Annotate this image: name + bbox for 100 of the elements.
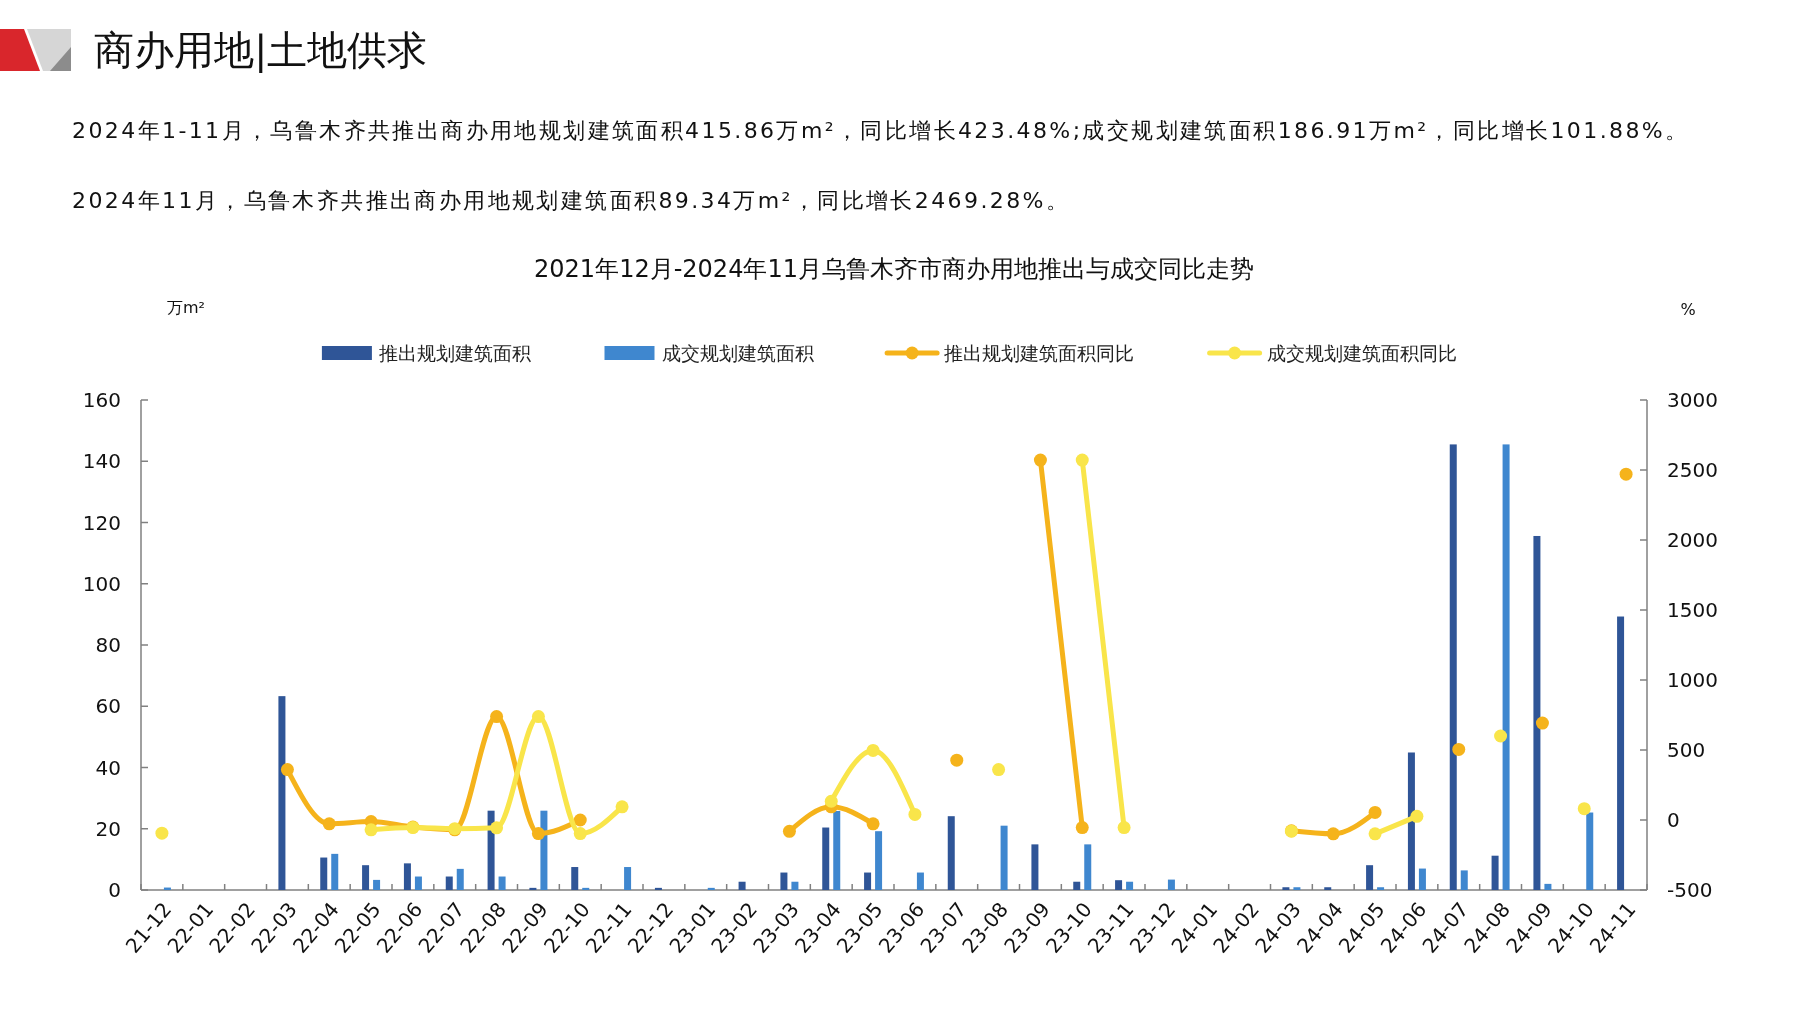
point bbox=[615, 800, 629, 814]
bar bbox=[1491, 855, 1499, 890]
bar bbox=[916, 872, 924, 890]
legend-label: 成交规划建筑面积同比 bbox=[1266, 342, 1457, 364]
bar bbox=[1126, 881, 1134, 890]
point bbox=[1452, 742, 1466, 756]
text: 2024年11月，乌鲁木齐共推出商办用地规划建筑面积89.34万m²，同比增长2469.28%。 bbox=[72, 187, 1072, 215]
bar bbox=[362, 865, 370, 890]
bar bbox=[791, 881, 799, 890]
y2-tick-label: 2000 bbox=[1667, 528, 1718, 552]
point bbox=[1117, 821, 1131, 835]
bar bbox=[1293, 887, 1301, 890]
point bbox=[155, 826, 169, 840]
point bbox=[1326, 827, 1340, 841]
y-tick-label: 0 bbox=[108, 878, 121, 902]
bar bbox=[654, 887, 662, 890]
bar bbox=[1324, 887, 1332, 890]
point bbox=[950, 753, 964, 767]
bar bbox=[373, 879, 381, 890]
bar bbox=[1533, 535, 1541, 890]
y2-tick-label: 3000 bbox=[1667, 388, 1718, 412]
bar bbox=[780, 872, 788, 890]
point bbox=[1075, 453, 1089, 467]
point bbox=[1075, 821, 1089, 835]
bar bbox=[1377, 887, 1385, 890]
bar bbox=[833, 810, 841, 890]
bar bbox=[540, 810, 548, 890]
bar bbox=[456, 868, 464, 890]
bar bbox=[1460, 870, 1468, 890]
bar bbox=[1586, 812, 1594, 890]
y2-tick-label: 1000 bbox=[1667, 668, 1718, 692]
text: 商办用地|土地供求 bbox=[94, 27, 428, 73]
legend-label: 推出规划建筑面积同比 bbox=[944, 342, 1135, 364]
point bbox=[1577, 802, 1591, 816]
bar bbox=[582, 887, 590, 890]
point bbox=[992, 763, 1006, 777]
legend-label: 推出规划建筑面积 bbox=[378, 342, 531, 364]
point bbox=[531, 827, 545, 841]
legend-label: 成交规划建筑面积 bbox=[661, 342, 814, 364]
bar bbox=[875, 831, 883, 890]
bar bbox=[864, 872, 872, 890]
bar bbox=[707, 887, 715, 890]
y2-tick-label: 500 bbox=[1667, 738, 1706, 762]
bar bbox=[1407, 752, 1415, 890]
point bbox=[490, 821, 504, 835]
point bbox=[824, 794, 838, 808]
bar bbox=[278, 696, 286, 890]
y-tick-label: 40 bbox=[95, 755, 121, 780]
bar bbox=[403, 863, 411, 890]
y-tick-label: 60 bbox=[95, 694, 121, 719]
point bbox=[364, 823, 378, 837]
y-tick-label: 80 bbox=[95, 633, 121, 657]
bar bbox=[1502, 444, 1510, 890]
point bbox=[322, 817, 336, 831]
point bbox=[490, 710, 504, 724]
point bbox=[1535, 716, 1549, 730]
y2-axis-title: % bbox=[1680, 300, 1696, 319]
bar bbox=[529, 887, 537, 890]
y2-tick-label: 1500 bbox=[1667, 598, 1718, 622]
bar bbox=[1000, 825, 1008, 890]
bar bbox=[320, 857, 328, 890]
point bbox=[573, 827, 587, 841]
point bbox=[1494, 729, 1508, 743]
bar bbox=[1544, 883, 1552, 890]
bar bbox=[1167, 879, 1175, 890]
point bbox=[1410, 809, 1424, 823]
bar bbox=[1366, 865, 1374, 890]
bar bbox=[445, 876, 453, 890]
y2-tick-label: -500 bbox=[1667, 878, 1713, 902]
point bbox=[1033, 453, 1047, 467]
bar bbox=[571, 867, 579, 890]
point bbox=[1368, 805, 1382, 819]
y-axis-title: 万m² bbox=[167, 298, 205, 317]
point bbox=[531, 710, 545, 724]
y2-tick-label: 0 bbox=[1667, 808, 1680, 832]
bar bbox=[1617, 616, 1625, 890]
y-tick-label: 100 bbox=[82, 571, 121, 596]
bar bbox=[1073, 881, 1081, 890]
point bbox=[866, 743, 880, 757]
text: 2024年1-11月，乌鲁木齐共推出商办用地规划建筑面积415.86万m²，同比增长423.48%;成交规划建筑面积186.91万m²，同比增长101.88%。 bbox=[72, 117, 1691, 145]
bar bbox=[1084, 844, 1092, 890]
bar bbox=[414, 876, 422, 890]
chart-title: 2021年12月-2024年11月乌鲁木齐市商办用地推出与成交同比走势 bbox=[534, 255, 1254, 283]
bar bbox=[1115, 880, 1123, 890]
bar bbox=[822, 827, 830, 890]
y-tick-label: 20 bbox=[95, 816, 121, 841]
y-tick-label: 140 bbox=[82, 449, 121, 474]
bar bbox=[624, 867, 632, 890]
bar bbox=[947, 816, 955, 890]
point bbox=[1368, 827, 1382, 841]
y-tick-label: 160 bbox=[82, 388, 121, 412]
bar bbox=[487, 810, 495, 890]
y-tick-label: 120 bbox=[82, 510, 121, 535]
bar bbox=[1031, 844, 1039, 890]
point bbox=[1619, 467, 1633, 481]
point bbox=[782, 824, 796, 838]
bar bbox=[738, 881, 746, 890]
point bbox=[280, 763, 294, 777]
point bbox=[573, 813, 587, 827]
bar bbox=[1282, 887, 1290, 890]
